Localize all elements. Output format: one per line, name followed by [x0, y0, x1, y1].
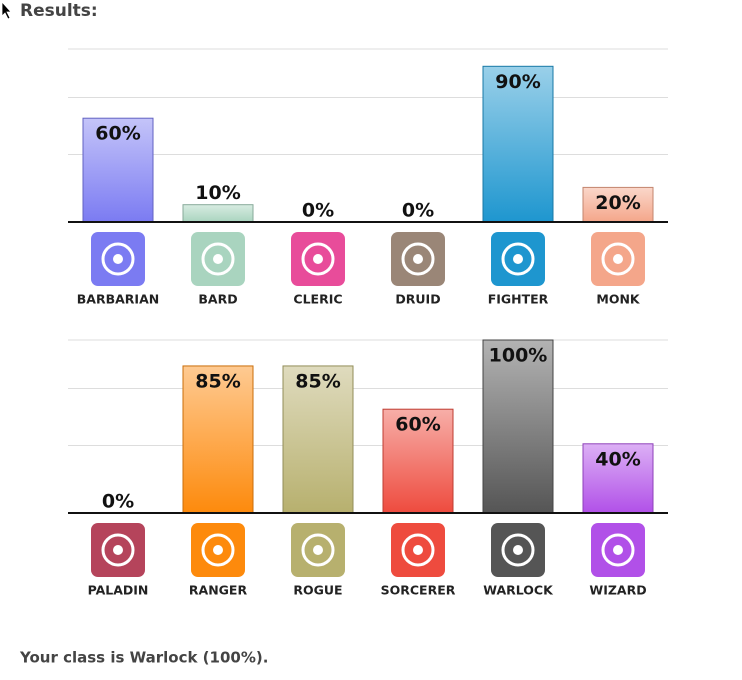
value-label: 85%	[195, 370, 240, 392]
value-label: 10%	[195, 182, 240, 204]
value-label: 85%	[295, 370, 340, 392]
class-icon-glyph	[501, 533, 535, 567]
value-label: 60%	[395, 414, 440, 436]
bar	[182, 365, 254, 514]
bar	[382, 408, 454, 514]
class-icon-glyph	[301, 533, 335, 567]
class-icon-glyph	[513, 545, 523, 555]
value-label: 40%	[595, 448, 640, 470]
bar	[182, 204, 254, 223]
class-icon-glyph	[601, 242, 635, 276]
class-icon-glyph	[601, 533, 635, 567]
value-label: 90%	[495, 71, 540, 93]
class-label: DRUID	[395, 292, 440, 307]
class-label: ROGUE	[293, 583, 342, 598]
class-label: BARBARIAN	[77, 292, 159, 307]
bar	[82, 117, 154, 223]
class-icon-glyph	[101, 242, 135, 276]
class-icon-glyph	[413, 545, 423, 555]
class-icon-glyph	[401, 533, 435, 567]
class-icon-glyph	[213, 545, 223, 555]
class-label: WARLOCK	[483, 583, 554, 598]
result-summary: Your class is Warlock (100%).	[19, 649, 268, 667]
class-label: WIZARD	[589, 583, 646, 598]
class-icon-glyph	[313, 545, 323, 555]
class-label: PALADIN	[88, 583, 149, 598]
class-icon-glyph	[201, 242, 235, 276]
class-icon-glyph	[401, 242, 435, 276]
results-header: Results:	[20, 1, 98, 21]
class-label: SORCERER	[381, 583, 456, 598]
bar	[282, 365, 354, 514]
value-label: 100%	[489, 345, 548, 367]
class-label: RANGER	[189, 583, 248, 598]
value-label: 0%	[302, 200, 334, 222]
class-icon-glyph	[513, 254, 523, 264]
class-icon-glyph	[213, 254, 223, 264]
class-icon-glyph	[201, 533, 235, 567]
cursor	[1, 0, 12, 20]
class-icon-glyph	[413, 254, 423, 264]
class-icon-glyph	[613, 254, 623, 264]
class-label: FIGHTER	[488, 292, 549, 307]
class-label: BARD	[198, 292, 237, 307]
class-label: CLERIC	[293, 292, 342, 307]
class-icon-glyph	[313, 254, 323, 264]
value-label: 60%	[95, 123, 140, 145]
value-label: 0%	[102, 491, 134, 513]
class-label: MONK	[596, 292, 641, 307]
class-icon-glyph	[301, 242, 335, 276]
bar	[482, 339, 554, 514]
class-icon-glyph	[113, 254, 123, 264]
value-label: 20%	[595, 192, 640, 214]
class-icon-glyph	[613, 545, 623, 555]
class-icon-glyph	[501, 242, 535, 276]
bar	[582, 186, 654, 223]
value-label: 0%	[402, 200, 434, 222]
class-icon-glyph	[113, 545, 123, 555]
class-icon-glyph	[101, 533, 135, 567]
bar	[582, 443, 654, 514]
